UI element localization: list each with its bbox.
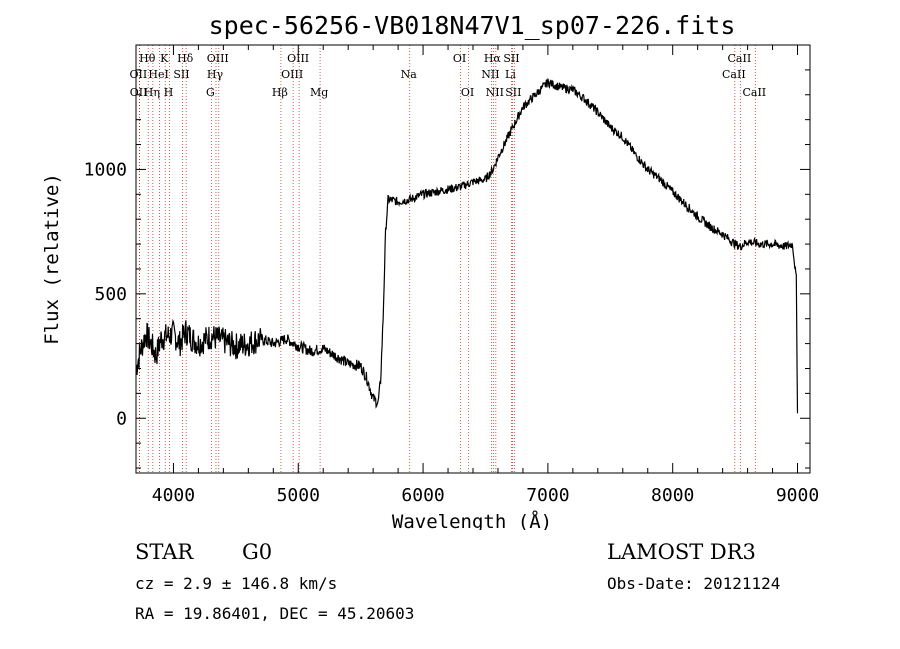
observation-date: Obs-Date: 20121124: [607, 574, 781, 593]
line-label: CaII: [728, 52, 752, 65]
line-label: NII: [486, 86, 504, 99]
line-label: CaII: [742, 86, 766, 99]
line-label: Mg: [310, 86, 328, 99]
plot-frame: [135, 44, 811, 474]
y-tick-label: 1000: [84, 159, 127, 180]
x-tick-label: 9000: [776, 485, 819, 506]
line-label: Hθ: [139, 52, 156, 65]
line-label: Na: [401, 68, 418, 81]
survey-name: LAMOST DR3: [607, 540, 756, 564]
line-label: OI: [453, 52, 466, 65]
x-tick-label: 7000: [526, 485, 569, 506]
line-label: Hβ: [272, 86, 288, 99]
line-label: OIII: [287, 52, 309, 65]
object-subclass: G0: [242, 540, 273, 564]
line-label: Hγ: [207, 68, 224, 81]
x-tick-label: 5000: [277, 485, 320, 506]
x-tick-label: 8000: [651, 485, 694, 506]
x-tick-label: 6000: [401, 485, 444, 506]
line-label: HeI: [148, 68, 168, 81]
line-label: H: [164, 86, 174, 99]
line-label: OII: [130, 68, 148, 81]
y-tick-label: 0: [116, 408, 127, 429]
line-label: NII: [481, 68, 499, 81]
line-label: Hδ: [177, 52, 194, 65]
line-label: Hη: [144, 86, 160, 99]
line-label: Hα: [484, 52, 502, 65]
line-label: OII: [130, 86, 148, 99]
y-tick-label: 500: [94, 284, 127, 305]
chart-title: spec-56256-VB018N47V1_sp07-226.fits: [209, 11, 736, 40]
line-label: SII: [173, 68, 189, 81]
line-label: OI: [461, 86, 474, 99]
line-label: OIII: [281, 68, 303, 81]
x-tick-label: 4000: [152, 485, 195, 506]
line-label: OIII: [207, 52, 229, 65]
line-label: K: [160, 52, 169, 65]
line-label: CaII: [722, 68, 746, 81]
flux-spectrum-line: [135, 78, 799, 414]
line-label: Li: [505, 68, 516, 81]
line-label: G: [206, 86, 215, 99]
object-class: STAR: [135, 540, 194, 564]
redshift-velocity: cz = 2.9 ± 146.8 km/s: [135, 574, 338, 593]
line-label: SII: [505, 86, 521, 99]
spectrum-plot: spec-56256-VB018N47V1_sp07-226.fits Hθ OI…: [41, 11, 819, 530]
x-axis-label: Wavelength (Å): [392, 510, 552, 530]
line-label: SII: [503, 52, 519, 65]
y-axis-label: Flux (relative): [41, 173, 63, 345]
coordinates: RA = 19.86401, DEC = 45.20603: [135, 604, 415, 623]
